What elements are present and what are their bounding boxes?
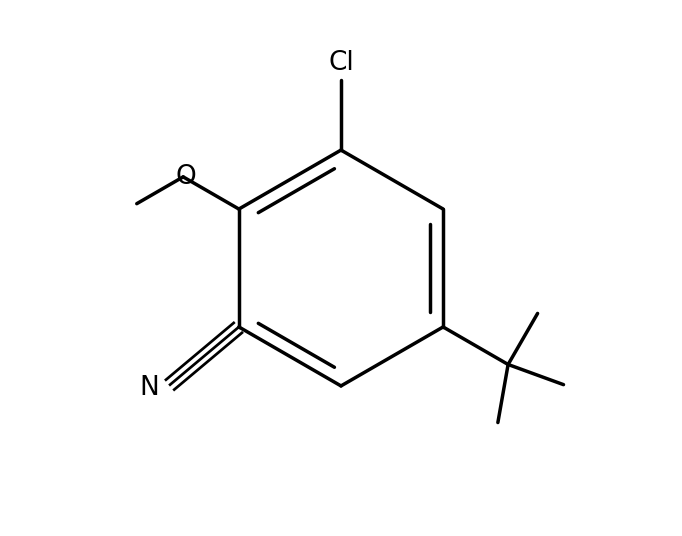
Text: N: N: [140, 375, 160, 401]
Text: O: O: [175, 164, 196, 190]
Text: Cl: Cl: [328, 50, 354, 76]
